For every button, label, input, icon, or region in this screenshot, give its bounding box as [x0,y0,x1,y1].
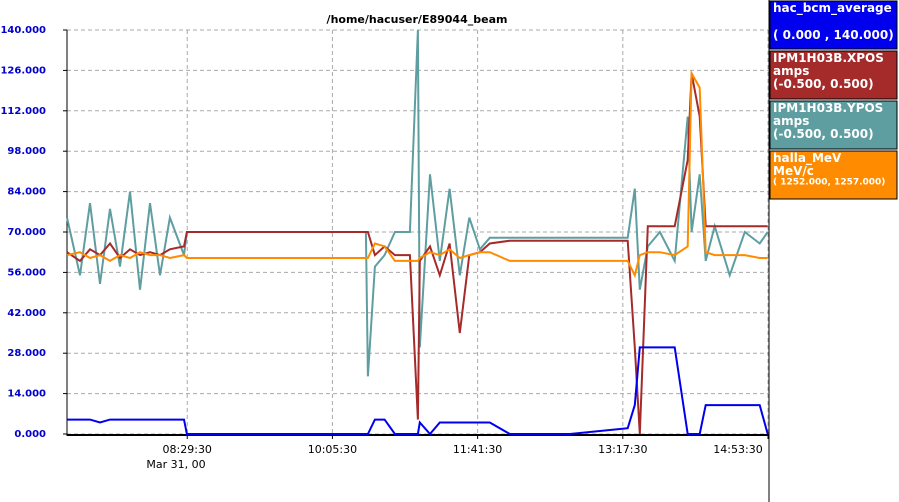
x-tick-label: 13:17:30 [598,443,647,456]
legend-name: hac_bcm_average [773,1,892,16]
legend-range: ( 1252.000, 1257.000) [773,178,885,188]
y-tick-label: 14.000 [7,389,46,400]
x-sublabel: Mar 31, 00 [146,458,205,471]
y-tick-label: 126.000 [0,65,46,76]
y-tick-label: 70.000 [7,227,46,238]
legend-box [769,150,898,200]
x-tick-label: 10:05:30 [308,443,357,456]
legend-name: IPM1H03B.YPOS [773,101,883,115]
chart-title: /home/hacuser/E89044_beam [327,13,508,26]
legend-unit: amps [773,114,809,128]
series-line [67,346,769,436]
y-tick-label: 56.000 [7,267,46,278]
x-tick-label: 11:41:30 [453,443,502,456]
y-tick-label: 112.000 [0,106,46,117]
legend-box [769,0,898,50]
legend-name: halla_MeV [773,151,842,166]
legend-unit: MeV/c [773,164,814,178]
y-tick-label: 42.000 [7,308,46,319]
legend-range: (-0.500, 0.500) [773,127,874,141]
series-line [66,69,768,279]
legend-unit: amps [773,64,809,78]
legend-range: ( 0.000 , 140.000) [773,28,894,42]
legend-box [769,100,898,150]
y-tick-label: 84.000 [7,187,46,198]
y-tick-label: 98.000 [7,146,46,157]
legend-range: (-0.500, 0.500) [773,77,874,91]
y-tick-label: 0.000 [14,429,46,440]
y-tick-label: 140.000 [0,25,46,36]
y-tick-label: 28.000 [7,348,46,359]
x-tick-label: 08:29:30 [163,443,212,456]
x-tick-label: 14:53:30 [713,443,762,456]
legend-box [769,50,898,100]
legend-name: IPM1H03B.XPOS [773,51,884,65]
